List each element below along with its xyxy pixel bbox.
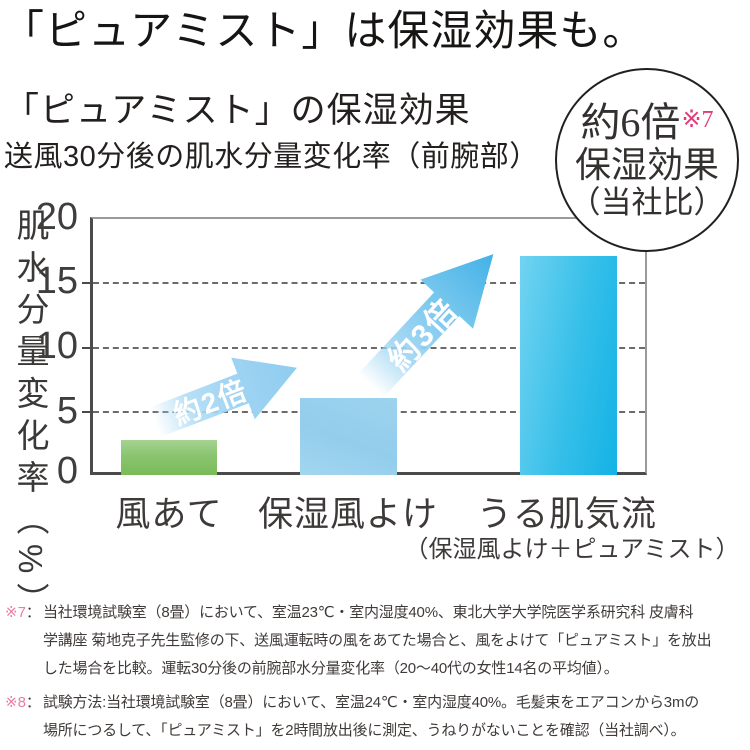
footnote-7-text: 当社環境試験室（8畳）において、室温23℃・室内湿度40%、東北大学大学院医学系… [42, 604, 712, 677]
y-tick-0: 0 [56, 450, 78, 492]
footnote-7-marker: ※7 [5, 604, 26, 621]
footnote-7-separator: ： [25, 604, 41, 621]
y-tick-5: 5 [56, 390, 78, 432]
bar-hoshitsu-kazeyoke [300, 398, 397, 475]
chart-subtitle: 「ピュアミスト」の保湿効果 [4, 91, 471, 130]
footnote-8-separator: ： [25, 694, 41, 711]
badge-multiplier-value: 約6倍 [580, 99, 681, 145]
tick-mark-10 [82, 347, 91, 349]
y-axis-title: 肌水分量変化率（%） [12, 208, 49, 625]
x-label-hoshitsu-kazeyoke: 保湿風よけ [258, 495, 439, 534]
gridline-15 [93, 282, 645, 284]
bar-uruhada-kiryu [520, 256, 617, 475]
tick-mark-5 [82, 411, 91, 413]
badge-footnote-ref: ※7 [681, 106, 714, 133]
footnote-8-marker: ※8 [5, 694, 26, 711]
chart-measure-label: 送風30分後の肌水分量変化率（前腕部） [4, 141, 539, 173]
y-tick-20: 20 [35, 196, 78, 238]
y-tick-15: 15 [35, 260, 78, 302]
x-label-uruhada-kiryu: うる肌気流 [476, 495, 657, 534]
x-label-note: （保湿風よけ＋ピュアミスト） [404, 536, 740, 563]
footnotes: ※7： 当社環境試験室（8畳）において、室温23℃・室内湿度40%、東北大学大学… [5, 599, 750, 750]
badge-effect-label: 保湿効果 [574, 144, 719, 185]
bar-kaze-ate [121, 440, 217, 475]
x-label-kaze-ate: 風あて [115, 495, 223, 534]
y-tick-10: 10 [35, 325, 78, 367]
badge-comparison-label: （当社比） [569, 185, 725, 221]
gridline-10 [93, 347, 645, 349]
footnote-8: ※8： 試験方法:当社環境試験室（8畳）において、室温24℃・室内湿度40%。毛… [5, 689, 750, 745]
tick-mark-15 [82, 282, 91, 284]
badge-multiplier: 約6倍※7 [580, 100, 713, 145]
footnote-8-text: 試験方法:当社環境試験室（8畳）において、室温24℃・室内湿度40%。毛髪束をエ… [42, 694, 700, 739]
page-title: 「ピュアミスト」は保湿効果も。 [2, 9, 646, 55]
footnote-7: ※7： 当社環境試験室（8畳）において、室温23℃・室内湿度40%、東北大学大学… [5, 599, 750, 683]
effect-badge-circle: 約6倍※7 保湿効果 （当社比） [555, 68, 739, 252]
